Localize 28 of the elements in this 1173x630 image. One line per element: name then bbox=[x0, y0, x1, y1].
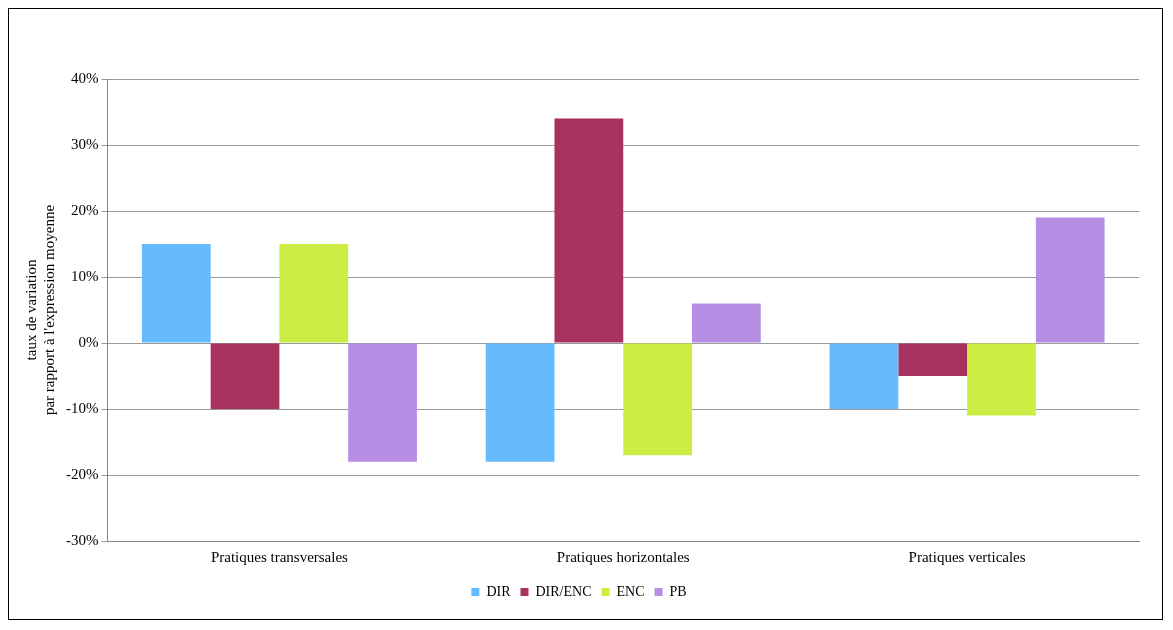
y-tick-label: 0% bbox=[78, 333, 99, 350]
legend-label: DIR/ENC bbox=[535, 583, 592, 599]
bar bbox=[829, 343, 899, 409]
y-tick-label: -10% bbox=[65, 399, 99, 416]
y-tick-label: -20% bbox=[65, 465, 99, 482]
y-tick-label: 40% bbox=[70, 69, 99, 86]
y-tick-label: 20% bbox=[70, 201, 99, 218]
bar bbox=[210, 343, 280, 409]
bar bbox=[967, 343, 1036, 416]
x-tick-label: Pratiques transversales bbox=[210, 548, 349, 565]
y-tick-label: 10% bbox=[70, 267, 99, 284]
y-axis-title: taux de variation par rapport à l'expression moyenne bbox=[22, 204, 57, 416]
bar bbox=[279, 244, 349, 343]
legend-label: ENC bbox=[616, 583, 645, 599]
bar bbox=[1035, 217, 1105, 343]
bar bbox=[485, 343, 555, 462]
y-tick-label: 30% bbox=[70, 135, 99, 152]
legend-label: PB bbox=[669, 583, 687, 599]
x-tick-label: Pratiques verticales bbox=[908, 548, 1026, 565]
bar bbox=[141, 244, 211, 343]
bar bbox=[692, 303, 761, 343]
bar bbox=[898, 343, 968, 376]
bar bbox=[554, 118, 624, 343]
x-tick-label: Pratiques horizontales bbox=[556, 548, 690, 565]
y-tick-label: -30% bbox=[65, 531, 99, 548]
bar bbox=[623, 343, 693, 456]
legend-label: DIR bbox=[486, 583, 512, 599]
bar bbox=[348, 343, 417, 462]
